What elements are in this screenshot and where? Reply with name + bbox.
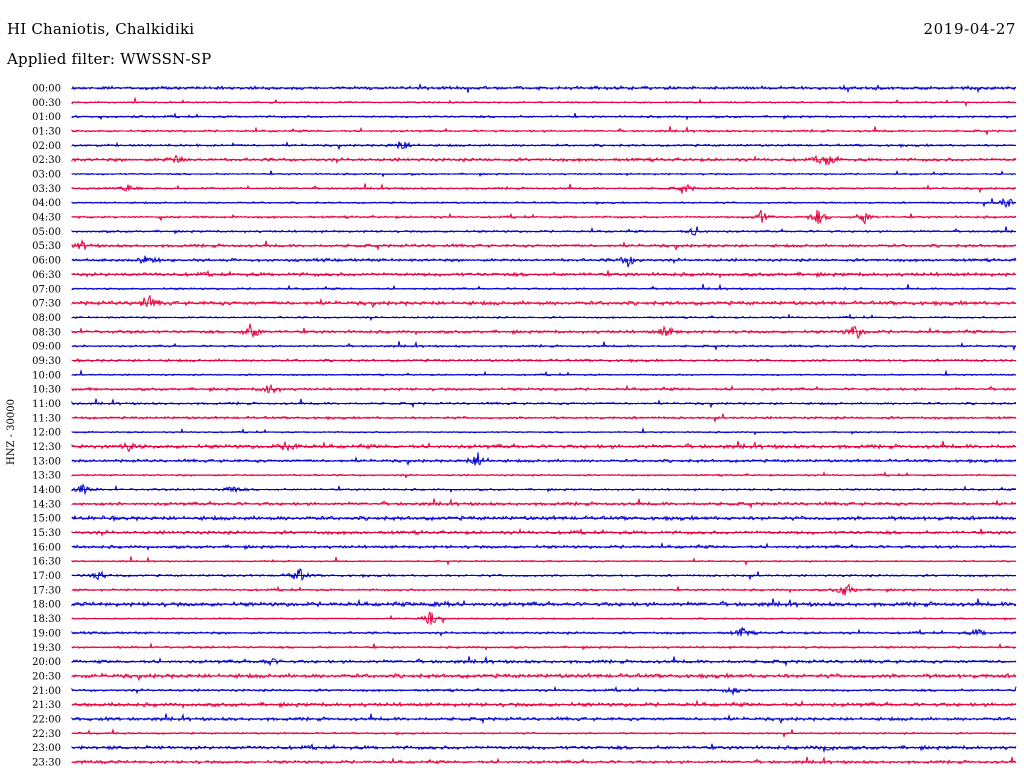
time-label: 03:30 <box>32 184 61 195</box>
trace-line <box>71 497 1017 510</box>
time-label: 08:00 <box>32 313 61 324</box>
time-label: 20:30 <box>32 671 61 682</box>
time-label: 21:00 <box>32 686 61 697</box>
trace-line <box>71 323 1017 339</box>
trace-line <box>71 226 1016 236</box>
record-date: 2019-04-27 <box>923 20 1016 38</box>
time-label: 17:30 <box>32 585 61 596</box>
time-label: 09:00 <box>32 342 61 353</box>
trace-line <box>71 112 1017 121</box>
time-label: 19:00 <box>32 628 61 639</box>
time-label: 18:30 <box>32 614 61 625</box>
time-label: 00:30 <box>32 98 61 109</box>
time-label: 19:30 <box>32 643 61 654</box>
time-label: 06:30 <box>32 270 61 281</box>
time-label: 11:30 <box>32 413 61 424</box>
trace-line <box>71 82 1017 94</box>
trace-line <box>71 238 1017 251</box>
time-label: 18:00 <box>32 600 61 611</box>
time-label: 13:00 <box>32 456 61 467</box>
trace-line <box>71 398 1017 409</box>
time-label: 20:00 <box>32 657 61 668</box>
time-label: 14:30 <box>32 499 61 510</box>
trace-line <box>71 712 1017 725</box>
trace-line <box>71 426 1017 436</box>
trace-line <box>71 255 1017 268</box>
time-label: 13:30 <box>32 471 61 482</box>
trace-line <box>71 756 1017 765</box>
trace-line <box>71 154 1017 166</box>
trace-line <box>71 655 1017 667</box>
trace-line <box>71 672 1017 682</box>
time-label: 07:30 <box>32 299 61 310</box>
time-label: 12:30 <box>32 442 61 453</box>
trace-line <box>71 514 1017 523</box>
time-label: 04:30 <box>32 213 61 224</box>
time-label: 10:00 <box>32 370 61 381</box>
time-label: 22:00 <box>32 714 61 725</box>
time-label-group: 00:00 00:30 01:00 01:30 02:00 02:30 03:00 03:30… <box>32 84 61 769</box>
trace-line <box>71 440 1017 453</box>
time-label: 15:30 <box>32 528 61 539</box>
time-label: 16:30 <box>32 557 61 568</box>
station-title: HI Chaniotis, Chalkidiki <box>7 20 195 38</box>
time-label: 23:00 <box>32 743 61 754</box>
time-label: 14:00 <box>32 485 61 496</box>
trace-line <box>71 642 1017 651</box>
trace-line <box>71 270 1017 279</box>
time-label: 02:30 <box>32 155 61 166</box>
time-label: 11:00 <box>32 399 61 410</box>
time-label: 01:00 <box>32 112 61 123</box>
trace-line <box>71 169 1017 178</box>
time-label: 04:00 <box>32 198 61 209</box>
time-label: 01:30 <box>32 127 61 138</box>
trace-line <box>71 598 1017 609</box>
trace-line <box>71 527 1017 537</box>
time-label: 16:00 <box>32 542 61 553</box>
time-label: 15:00 <box>32 514 61 525</box>
trace-line <box>71 568 1017 581</box>
time-label: 02:00 <box>32 141 61 152</box>
time-label: 23:30 <box>32 757 61 768</box>
trace-line <box>71 294 1017 309</box>
filter-label: Applied filter: WWSSN-SP <box>7 50 212 68</box>
time-label: 06:00 <box>32 256 61 267</box>
time-label: 22:30 <box>32 729 61 740</box>
time-label: 00:00 <box>32 84 61 95</box>
time-label: 05:00 <box>32 227 61 238</box>
time-label: 07:00 <box>32 284 61 295</box>
time-label: 10:30 <box>32 385 61 396</box>
trace-line <box>71 452 1017 466</box>
time-label: 03:00 <box>32 170 61 181</box>
time-label: 21:30 <box>32 700 61 711</box>
time-label: 09:30 <box>32 356 61 367</box>
trace-line <box>71 556 1017 567</box>
time-label: 08:30 <box>32 327 61 338</box>
trace-group <box>71 82 1017 765</box>
time-label: 12:00 <box>32 428 61 439</box>
trace-line <box>71 627 1017 637</box>
trace-line <box>71 340 1017 352</box>
time-label: 05:30 <box>32 241 61 252</box>
trace-line <box>71 125 1017 136</box>
time-label: 17:00 <box>32 571 61 582</box>
